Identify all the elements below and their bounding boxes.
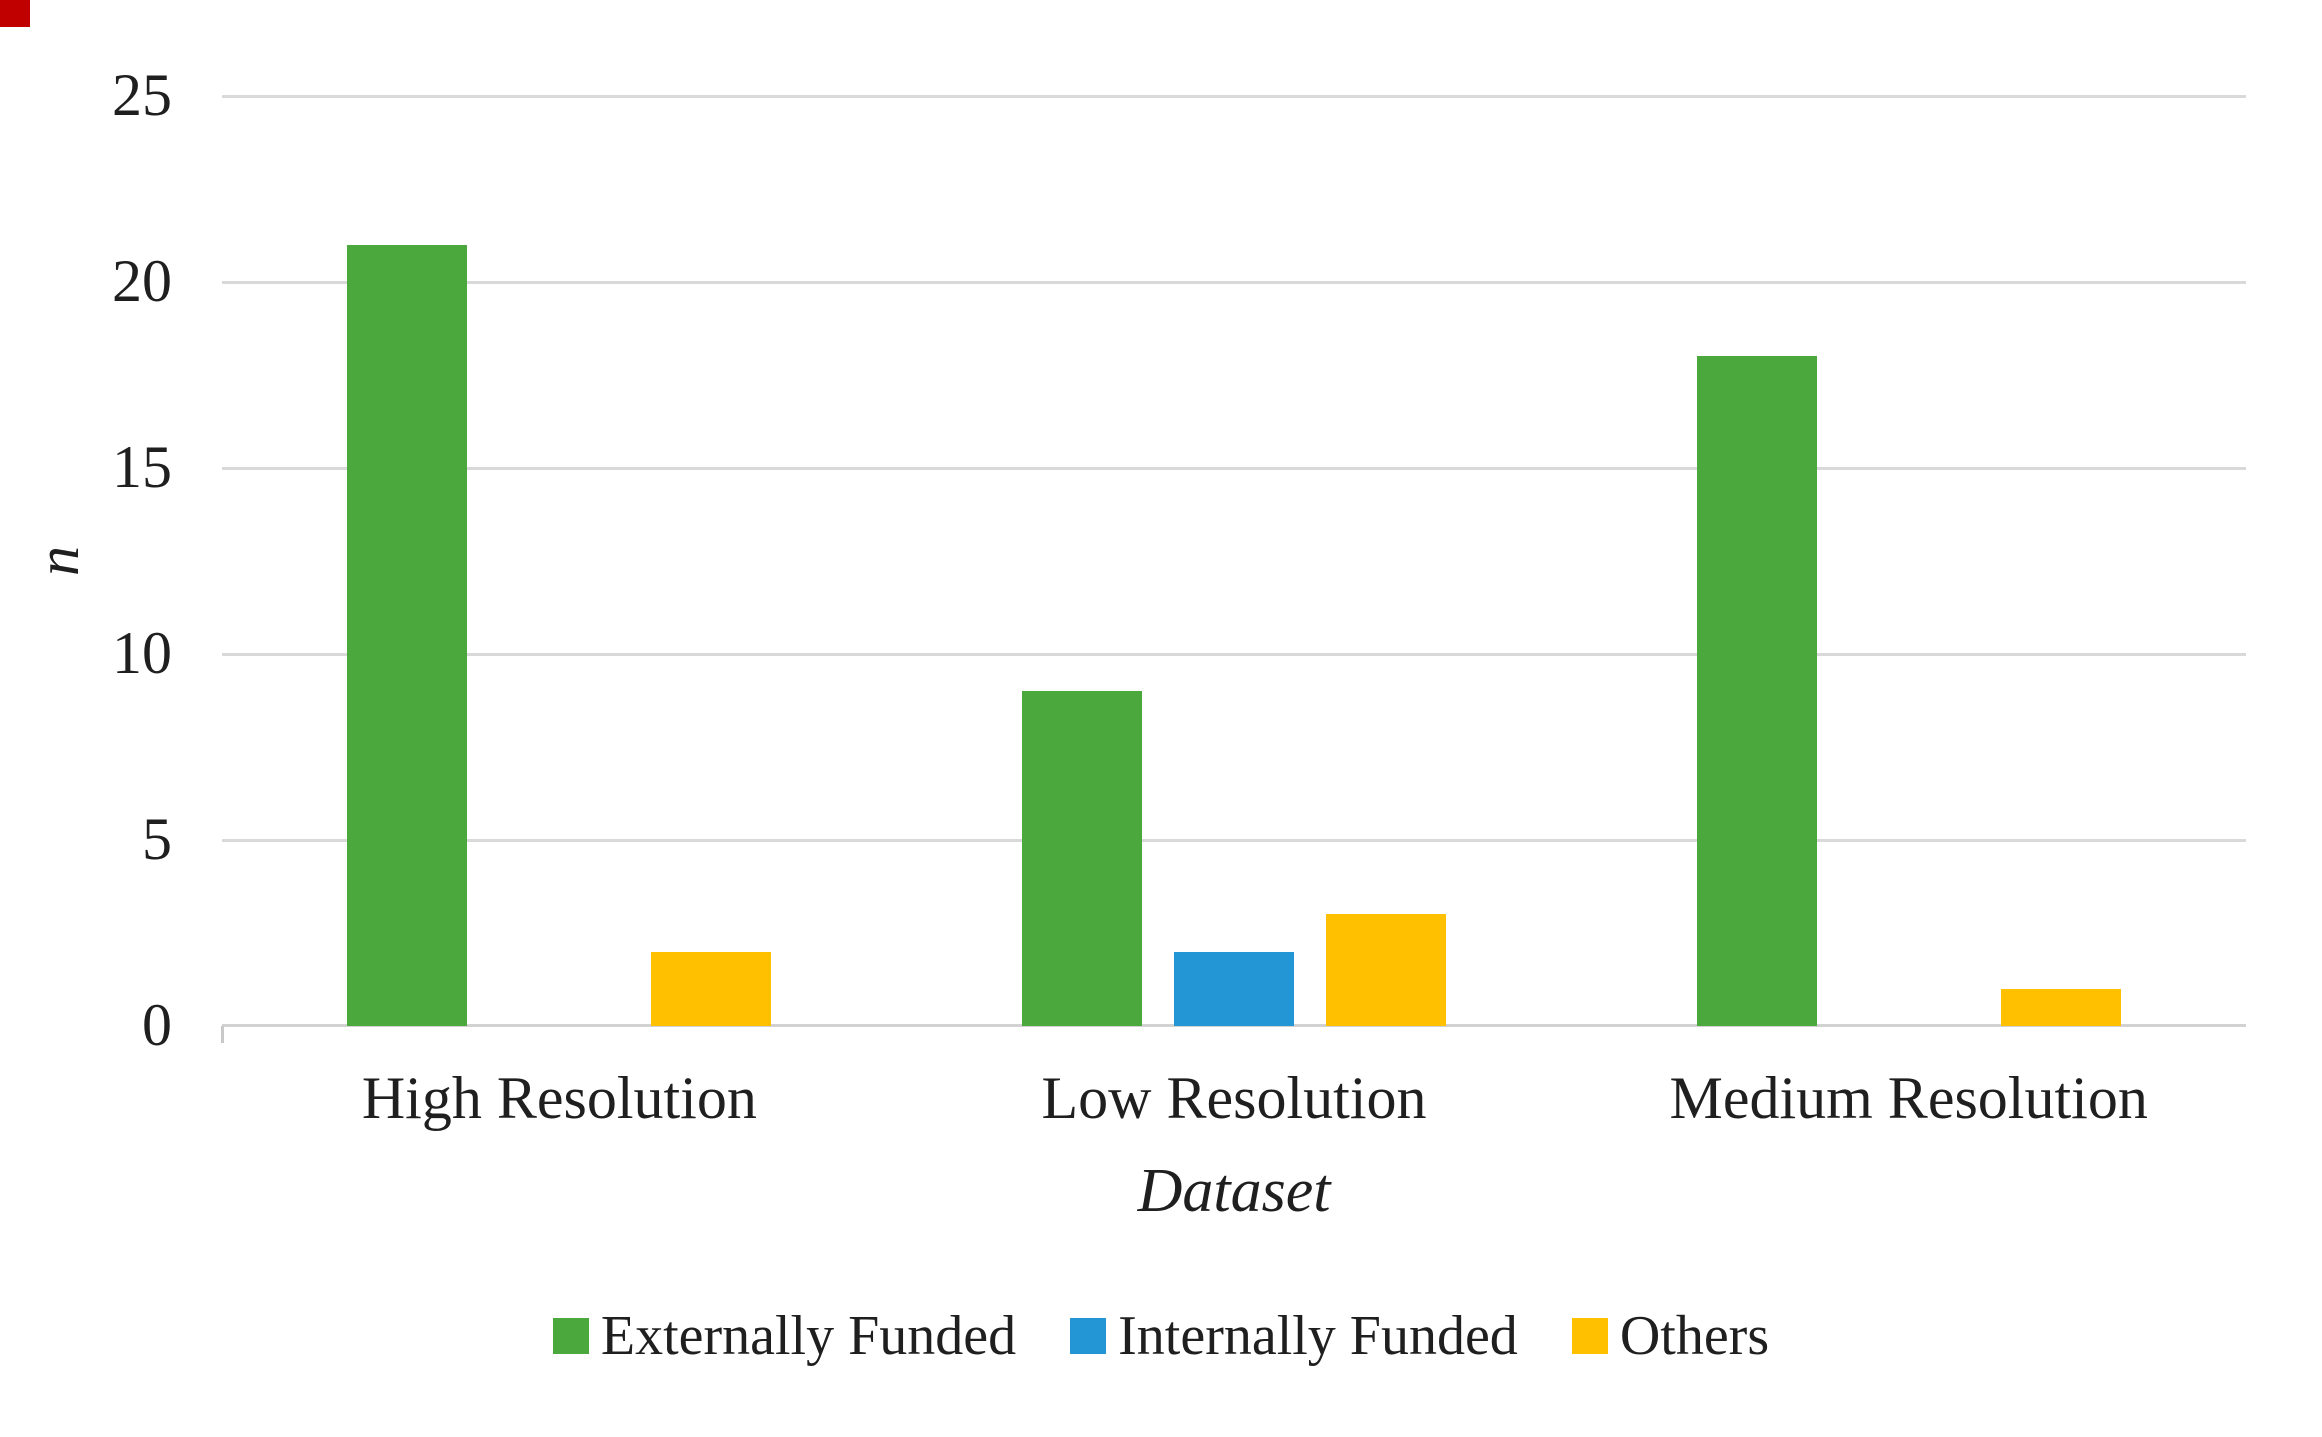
legend-item: Externally Funded (552, 1305, 1017, 1367)
legend-item: Internally Funded (1070, 1308, 1518, 1364)
legend: Externally Funded Internally Funded Others (0, 1308, 2322, 1364)
legend-label: Others (1619, 1305, 1770, 1367)
red-corner-marker (0, 0, 30, 27)
gridline (222, 95, 2246, 98)
bar-others-medium-resolution (2000, 988, 2121, 1026)
gridline (222, 653, 2246, 656)
bar-externally-funded-high-resolution (347, 244, 468, 1026)
legend-item: Others (1571, 1305, 1770, 1367)
bar-others-high-resolution (651, 951, 772, 1026)
plot-area (222, 95, 2246, 1027)
gridline (222, 839, 2246, 842)
bar-externally-funded-medium-resolution (1696, 356, 1817, 1026)
bar-internally-funded-low-resolution (1174, 951, 1294, 1026)
x-category-label: High Resolution (361, 1065, 757, 1131)
axis-tick (221, 1026, 224, 1043)
legend-label: Internally Funded (1118, 1305, 1518, 1367)
bar-externally-funded-low-resolution (1022, 691, 1142, 1026)
legend-swatch-icon (1070, 1318, 1107, 1354)
y-tick-label: 10 (112, 619, 172, 686)
y-tick-label: 0 (142, 991, 172, 1058)
legend-swatch-icon (552, 1318, 589, 1354)
y-tick-label: 15 (112, 433, 172, 500)
legend-swatch-icon (1571, 1318, 1608, 1354)
legend-label: Externally Funded (600, 1305, 1017, 1367)
y-tick-label: 5 (142, 805, 172, 872)
gridline (222, 467, 2246, 470)
bar-others-low-resolution (1326, 914, 1446, 1026)
x-category-label: Low Resolution (1041, 1065, 1427, 1131)
gridline (222, 281, 2246, 284)
y-tick-label: 20 (112, 247, 172, 314)
x-axis-title: Dataset (1137, 1157, 1331, 1225)
y-axis-title: n (25, 546, 91, 576)
x-category-label: Medium Resolution (1669, 1065, 2148, 1131)
y-tick-label: 25 (112, 61, 172, 128)
